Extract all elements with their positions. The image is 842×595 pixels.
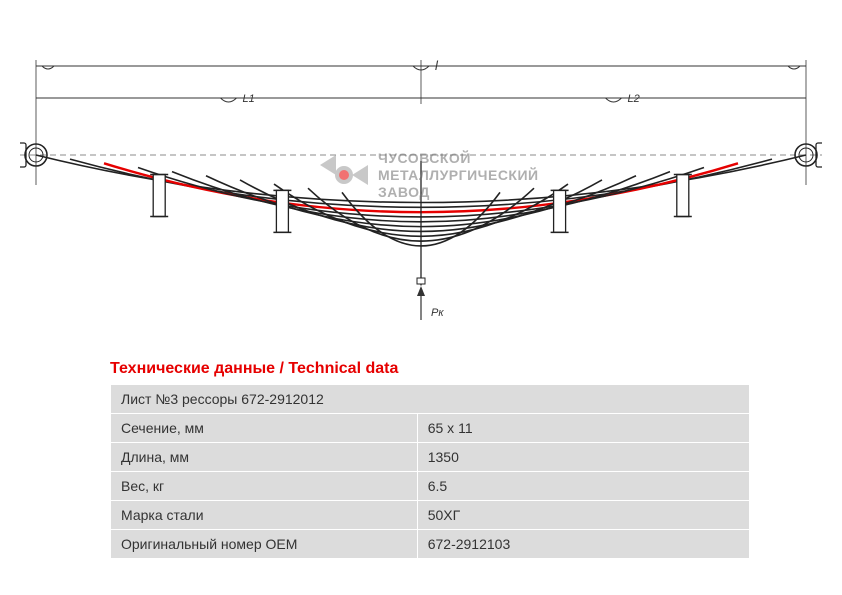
table-label-cell: Марка стали bbox=[111, 501, 418, 530]
table-value-cell: 672-2912103 bbox=[417, 530, 749, 559]
table-value-cell: 6.5 bbox=[417, 472, 749, 501]
table-row: Длина, мм1350 bbox=[111, 443, 750, 472]
table-header-cell: Лист №3 рессоры 672-2912012 bbox=[111, 385, 750, 414]
technical-data-section: Технические данные / Technical data Лист… bbox=[110, 360, 750, 559]
table-label-cell: Вес, кг bbox=[111, 472, 418, 501]
watermark-line1: ЧУСОВСКОЙ bbox=[378, 150, 539, 167]
table-row: Марка стали50ХГ bbox=[111, 501, 750, 530]
table-row: Оригинальный номер OEM672-2912103 bbox=[111, 530, 750, 559]
table-label-cell: Оригинальный номер OEM bbox=[111, 530, 418, 559]
svg-text:L2: L2 bbox=[628, 93, 640, 105]
svg-text:Pк: Pк bbox=[431, 307, 444, 319]
svg-text:L1: L1 bbox=[243, 93, 255, 105]
technical-data-table: Лист №3 рессоры 672-2912012 Сечение, мм6… bbox=[110, 384, 750, 559]
table-row: Вес, кг6.5 bbox=[111, 472, 750, 501]
table-value-cell: 50ХГ bbox=[417, 501, 749, 530]
watermark-line2: МЕТАЛЛУРГИЧЕСКИЙ bbox=[378, 167, 539, 184]
table-row: Сечение, мм65 x 11 bbox=[111, 414, 750, 443]
table-label-cell: Сечение, мм bbox=[111, 414, 418, 443]
company-watermark: ЧУСОВСКОЙ МЕТАЛЛУРГИЧЕСКИЙ ЗАВОД bbox=[320, 150, 539, 200]
technical-data-title: Технические данные / Technical data bbox=[110, 360, 750, 378]
table-value-cell: 65 x 11 bbox=[417, 414, 749, 443]
table-value-cell: 1350 bbox=[417, 443, 749, 472]
table-label-cell: Длина, мм bbox=[111, 443, 418, 472]
watermark-text: ЧУСОВСКОЙ МЕТАЛЛУРГИЧЕСКИЙ ЗАВОД bbox=[378, 150, 539, 200]
table-header-row: Лист №3 рессоры 672-2912012 bbox=[111, 385, 750, 414]
factory-logo-icon bbox=[320, 155, 368, 195]
watermark-line3: ЗАВОД bbox=[378, 184, 539, 201]
